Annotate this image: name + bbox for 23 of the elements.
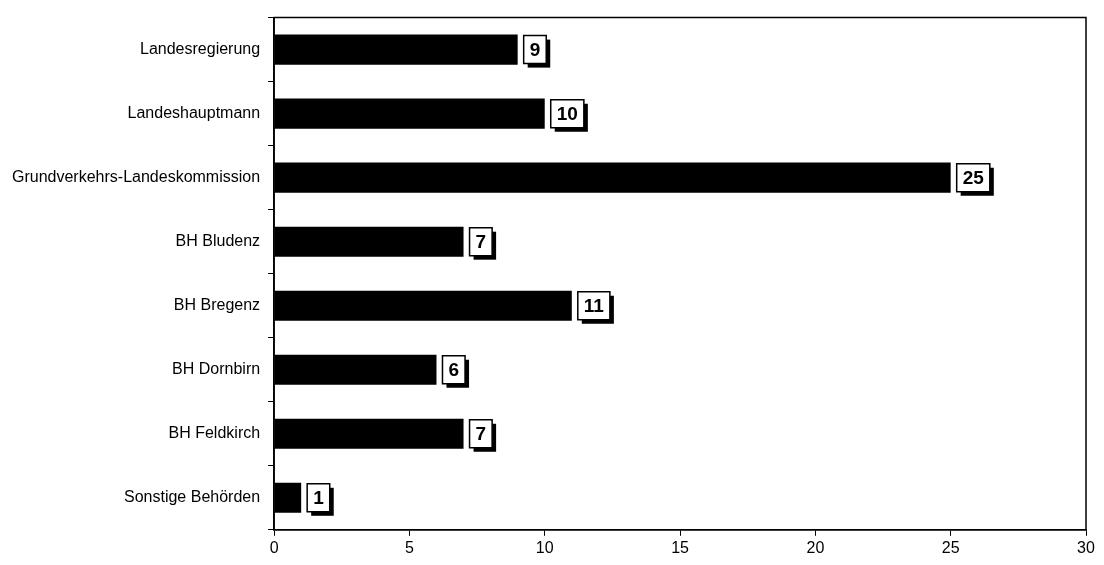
x-tick-label: 5 <box>404 538 414 556</box>
y-tick-label: Landesregierung <box>140 40 261 58</box>
x-tick-label: 25 <box>941 538 960 556</box>
y-tick-label: BH Feldkirch <box>168 424 261 442</box>
x-tick-label: 15 <box>671 538 690 556</box>
data-label: 1 <box>313 487 325 509</box>
data-label: 7 <box>475 423 487 444</box>
y-tick-label: BH Bregenz <box>173 296 261 314</box>
data-label: 7 <box>475 230 487 252</box>
data-label: 10 <box>556 102 578 124</box>
data-label: 6 <box>448 358 460 380</box>
data-label: 25 <box>962 166 985 188</box>
y-tick-label: Landeshauptmann <box>127 104 261 122</box>
y-tick-label: BH Bludenz <box>175 232 261 250</box>
x-tick-label: 30 <box>1077 538 1095 556</box>
y-tick-label: Grundverkehrs-Landeskommission <box>11 168 261 186</box>
y-tick-label: BH Dornbirn <box>172 360 261 378</box>
x-tick-label: 20 <box>806 538 825 556</box>
data-label: 11 <box>583 294 605 316</box>
data-label: 9 <box>529 38 541 60</box>
x-tick-label: 0 <box>269 538 279 556</box>
x-tick-label: 10 <box>535 538 554 556</box>
y-tick-label: Sonstige Behörden <box>123 488 261 506</box>
